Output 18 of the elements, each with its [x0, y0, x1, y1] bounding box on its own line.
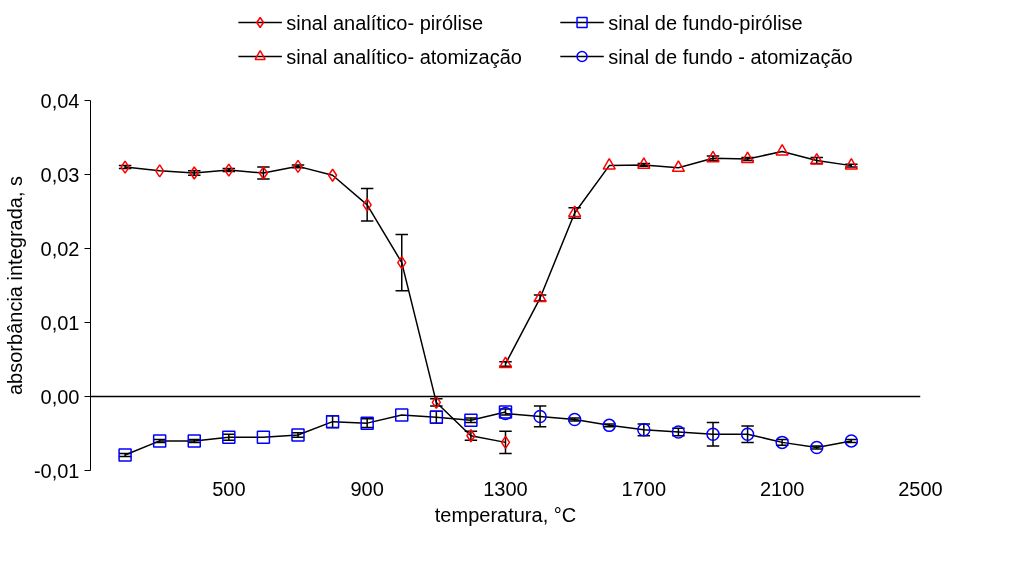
legend-label: sinal analítico- atomização [286, 45, 522, 68]
x-tick-label: 1300 [483, 477, 528, 500]
y-tick-label: 0,02 [40, 237, 80, 260]
y-tick-label: 0,01 [40, 311, 80, 334]
y-tick-label: 0,04 [40, 89, 80, 112]
x-tick-label: 900 [350, 477, 384, 500]
x-tick-label: 500 [212, 477, 246, 500]
y-axis-title: absorbância integrada, s [3, 175, 26, 396]
legend-label: sinal de fundo - atomização [608, 45, 853, 68]
y-tick-label: 0,00 [40, 385, 80, 408]
y-tick-label: 0,03 [40, 163, 80, 186]
x-tick-label: 1700 [621, 477, 667, 500]
x-tick-label: 2100 [759, 477, 805, 500]
legend-label: sinal analítico- pirólise [286, 11, 484, 34]
legend-label: sinal de fundo-pirólise [608, 11, 803, 34]
x-tick-label: 2500 [898, 477, 943, 500]
x-axis-title: temperatura, °C [434, 503, 577, 526]
y-tick-label: -0,01 [33, 459, 80, 482]
